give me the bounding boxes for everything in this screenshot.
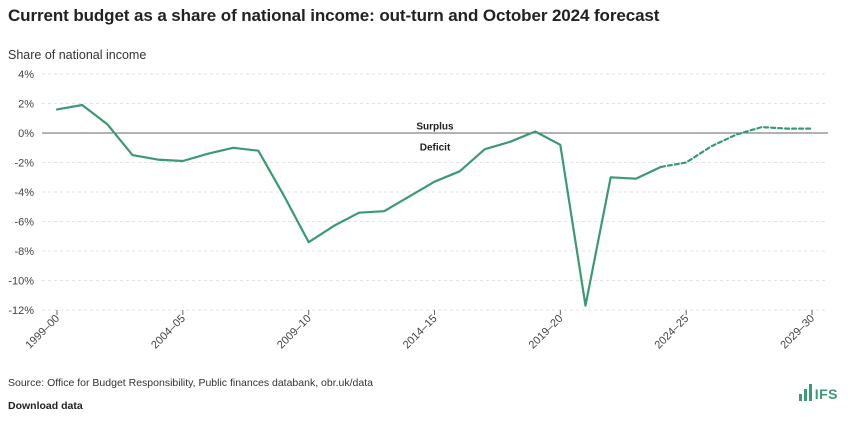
x-tick-label: 2024–25	[653, 313, 692, 352]
y-tick-label: 2%	[18, 99, 34, 111]
x-tick-label: 2009–10	[275, 313, 314, 352]
y-axis-label: Share of national income	[8, 48, 147, 62]
download-data-link[interactable]: Download data	[8, 400, 83, 412]
annotation-surplus: Surplus	[416, 122, 454, 133]
y-tick-label: -4%	[14, 187, 34, 199]
x-tick-label: 2014–15	[401, 313, 440, 352]
y-tick-label: 0%	[18, 128, 34, 140]
bar-chart-icon	[798, 384, 812, 401]
y-tick-label: -2%	[14, 158, 34, 170]
ifs-logo: IFS	[798, 384, 838, 402]
y-tick-label: -12%	[8, 305, 34, 317]
x-tick-label: 2019–20	[527, 313, 566, 352]
y-tick-label: -6%	[14, 217, 34, 229]
y-tick-label: -10%	[8, 276, 34, 288]
annotation-deficit: Deficit	[420, 142, 451, 153]
source-note: Source: Office for Budget Responsibility…	[8, 377, 373, 389]
chart-title: Current budget as a share of national in…	[8, 6, 660, 25]
y-tick-label: 4%	[18, 69, 34, 81]
forecast-series-line	[659, 125, 814, 168]
x-tick-label: 2029–30	[778, 313, 817, 352]
logo-text: IFS	[814, 386, 838, 402]
x-tick-label: 1999–00	[23, 313, 62, 352]
outturn-series-line	[55, 103, 663, 307]
x-tick-label: 2004–05	[149, 313, 188, 352]
y-tick-label: -8%	[14, 246, 34, 258]
